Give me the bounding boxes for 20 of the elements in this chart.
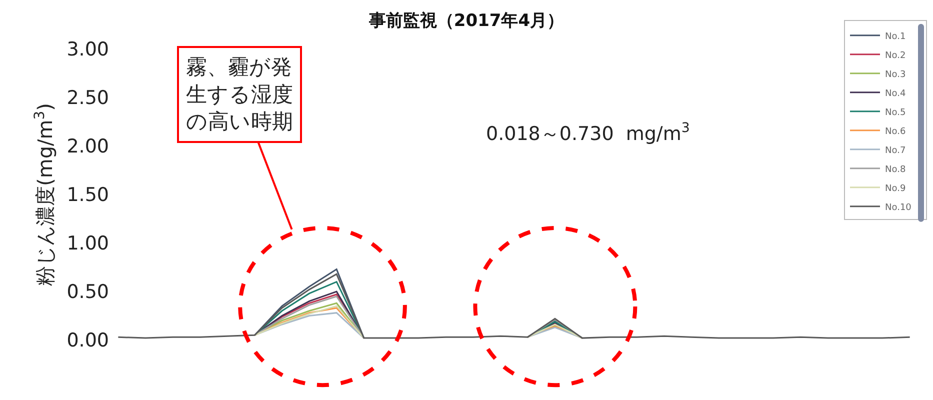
y-tick-label: 0.50 [66, 281, 109, 304]
legend-label: No.8 [885, 164, 906, 175]
legend-label: No.6 [885, 126, 906, 137]
legend-label: No.1 [885, 32, 906, 42]
legend-label: No.9 [885, 184, 906, 194]
legend-label: No.2 [885, 50, 906, 61]
y-tick-label: 1.50 [66, 184, 109, 206]
legend-label: No.3 [885, 70, 906, 80]
legend-label: No.10 [885, 202, 912, 213]
legend-label: No.4 [885, 88, 906, 99]
chart-title: 事前監視（2017年4月） [368, 10, 564, 31]
legend-label: No.7 [885, 146, 906, 156]
annotation: 0.018～0.730 mg/m$^{3}$ [486, 121, 690, 145]
annotation: 霧、霾が発生する湿度の高い時期 [186, 55, 293, 134]
y-tick-label: 0.00 [66, 330, 109, 352]
y-tick-label: 2.50 [66, 87, 109, 110]
y-tick-label: 3.00 [66, 38, 109, 61]
y-tick-label: 1.00 [66, 232, 109, 255]
y-tick-label: 2.00 [66, 136, 109, 158]
legend-label: No.5 [885, 108, 906, 118]
